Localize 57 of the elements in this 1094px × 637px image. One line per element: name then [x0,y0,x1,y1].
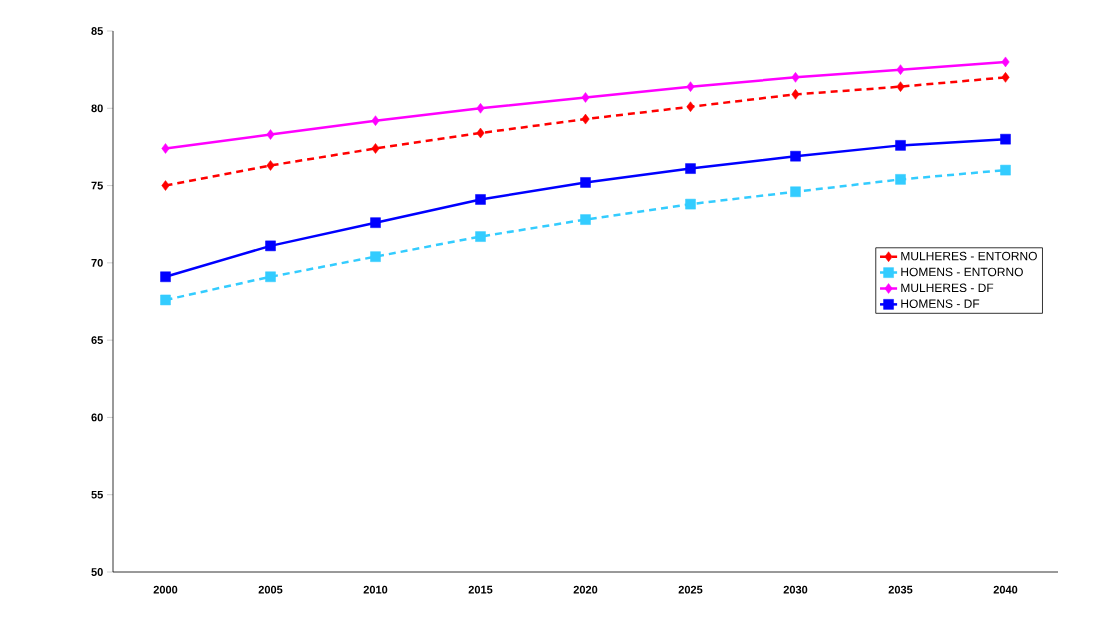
point [1000,164,1011,176]
x-tick-label: 2000 [153,585,178,594]
x-tick-label: 2015 [468,585,493,594]
y-tick-label: 70 [91,258,103,267]
point [475,194,486,205]
x-tick-label: 2030 [783,585,808,594]
legend-label: HOMENS - ENTORNO [901,267,1023,277]
point [791,89,800,100]
x-tick-label: 2005 [258,585,283,594]
point [895,140,906,151]
point [371,115,380,126]
point [580,177,591,188]
point [686,101,695,112]
point [685,198,696,210]
y-tick-label: 80 [91,104,103,113]
point [1000,133,1011,145]
point [1001,56,1010,68]
point [581,113,590,125]
point [266,160,275,171]
point [896,64,905,75]
point [265,240,276,252]
legend-label: HOMENS - DF [901,299,980,308]
point [791,72,800,83]
x-tick-label: 2010 [363,585,388,594]
y-tick-label: 60 [91,413,103,422]
y-tick-label: 85 [91,27,103,35]
y-tick-label: 50 [91,568,103,576]
point [895,174,906,185]
point [161,180,170,191]
x-tick-label: 2035 [888,585,913,594]
x-tick-label: 2025 [678,585,703,594]
point [476,127,485,139]
point [266,129,275,140]
point [685,163,696,174]
point [790,186,801,197]
y-tick-label: 75 [91,181,103,190]
point [160,294,171,306]
point [371,143,380,154]
point [580,214,591,225]
legend-label: MULHERES - DF [901,283,994,293]
legend-label: MULHERES - ENTORNO [901,251,1037,261]
x-tick-label: 2040 [993,585,1018,594]
point [370,251,381,262]
point [161,143,170,154]
point [1001,72,1010,83]
y-tick-label: 65 [91,336,103,345]
point [476,103,485,114]
point [265,271,276,283]
x-tick-label: 2020 [573,585,598,594]
point [790,150,801,162]
point [475,231,486,242]
point [370,217,381,228]
y-tick-label: 55 [91,490,103,499]
point [896,81,905,92]
point [581,92,590,103]
point [686,81,695,92]
point [160,271,171,283]
